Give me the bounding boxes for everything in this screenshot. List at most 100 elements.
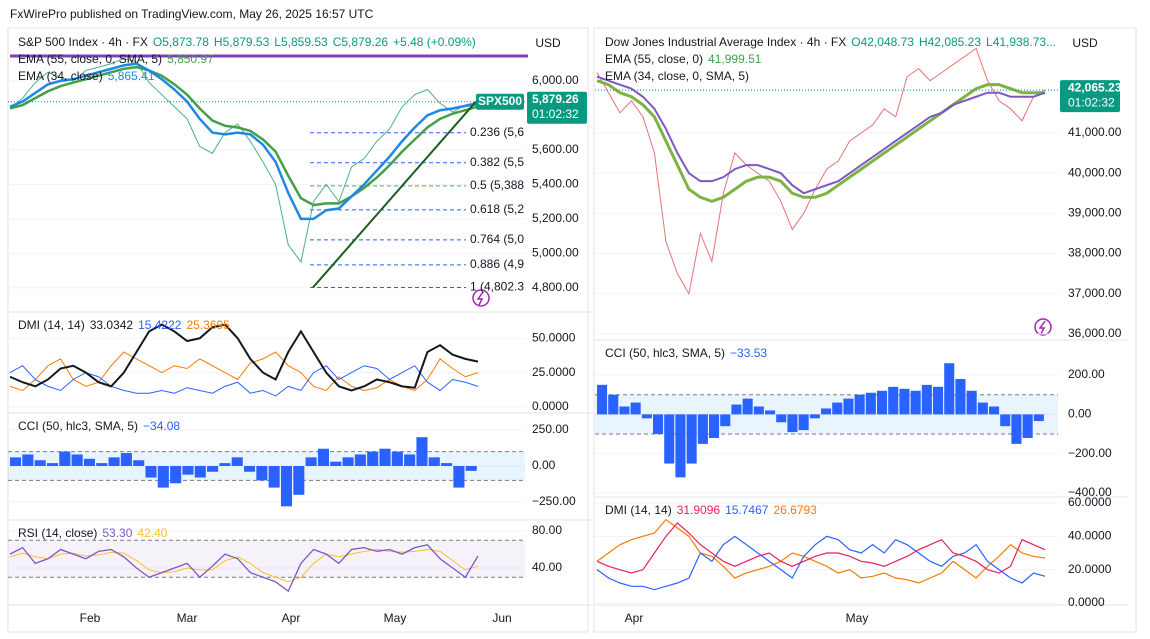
y-tick-label: −400.00: [1068, 485, 1112, 499]
histogram-bar: [379, 448, 391, 466]
legend-item: 41,999.51: [708, 52, 762, 66]
trendline: [312, 100, 477, 289]
histogram-bar: [59, 451, 71, 466]
series-line: [9, 65, 479, 207]
y-tick-label: 5,600.00: [532, 142, 579, 156]
legend-row: EMA (55, close, 0) 41,999.51: [605, 52, 762, 66]
alert-icon[interactable]: [472, 289, 490, 307]
y-tick-label: 200.00: [1068, 367, 1105, 381]
histogram-bar: [256, 465, 268, 481]
histogram-bar: [843, 398, 854, 415]
y-tick-label: 5,200.00: [532, 211, 579, 225]
histogram-bar: [83, 458, 95, 466]
legend-item: EMA (34, close): [18, 69, 103, 83]
histogram-bar: [330, 461, 342, 466]
legend-row: CCI (50, hlc3, SMA, 5) −33.53: [605, 346, 767, 360]
header: FxWirePro published on TradingView.com, …: [10, 7, 374, 21]
y-tick-label: −200.00: [1068, 446, 1112, 460]
series-line: [596, 47, 1046, 296]
histogram-bar: [133, 460, 145, 466]
y-tick-label: 80.00: [532, 523, 562, 537]
currency-button[interactable]: USD: [1072, 36, 1098, 50]
histogram-bar: [933, 386, 944, 415]
fib-label: 0.886 (4,9: [470, 257, 524, 271]
histogram-bar: [641, 414, 652, 419]
histogram-bar: [1000, 414, 1011, 427]
alert-bolt: [1038, 320, 1046, 335]
histogram-bar: [207, 465, 219, 472]
histogram-bar: [34, 460, 46, 466]
histogram-bar: [709, 414, 720, 438]
legend-item: 15.4222: [138, 318, 182, 332]
histogram-bar: [899, 388, 910, 415]
histogram-bar: [244, 465, 256, 472]
series-line: [9, 323, 479, 392]
histogram-bar: [354, 454, 366, 466]
histogram-bar: [809, 414, 820, 419]
histogram-bar: [317, 448, 329, 466]
legend-item: CCI (50, hlc3, SMA, 5): [18, 419, 138, 433]
fib-label: 0.5 (5,388: [470, 178, 524, 192]
histogram-bar: [664, 414, 675, 464]
histogram-bar: [977, 402, 988, 415]
y-tick-label: 0.0000: [1068, 595, 1105, 609]
legend-row: EMA (55, close, 0, SMA, 5) 5,850.97: [18, 52, 214, 66]
countdown-text: 01:02:32: [532, 107, 579, 121]
x-tick-label: May: [846, 611, 869, 625]
histogram-bar: [686, 414, 697, 464]
legend-item: DMI (14, 14): [18, 318, 85, 332]
histogram-bar: [465, 465, 477, 471]
histogram-bar: [391, 451, 403, 466]
y-tick-label: 38,000.00: [1068, 246, 1122, 260]
histogram-bar: [720, 414, 731, 427]
histogram-bar: [194, 465, 206, 478]
fib-label: 0.236 (5,6: [470, 125, 524, 139]
histogram-bar: [170, 465, 182, 484]
histogram-bar: [428, 457, 440, 466]
legend-item: −34.08: [143, 419, 180, 433]
legend-item: 42.40: [137, 526, 167, 540]
histogram-bar: [404, 454, 416, 466]
histogram-bar: [765, 410, 776, 415]
histogram-bar: [342, 457, 354, 466]
histogram-bar: [453, 465, 465, 488]
legend-row: EMA (34, close, 0, SMA, 5): [605, 69, 749, 83]
legend-item: L41,938.73...: [986, 35, 1056, 49]
alert-bolt: [476, 291, 484, 306]
legend-row: Dow Jones Industrial Average Index · 4h …: [605, 35, 1056, 49]
histogram-bar: [22, 454, 34, 466]
histogram-bar: [832, 402, 843, 415]
currency-button[interactable]: USD: [535, 36, 561, 50]
histogram-bar: [653, 414, 664, 435]
histogram-bar: [96, 463, 108, 466]
legend-item: EMA (55, close, 0): [605, 52, 703, 66]
alert-icon[interactable]: [1034, 318, 1052, 336]
legend-item: H5,879.53: [214, 35, 270, 49]
histogram-bar: [742, 398, 753, 415]
histogram-bar: [821, 408, 832, 415]
y-tick-label: 20.0000: [1068, 562, 1112, 576]
price-tag-text: 5,879.26: [532, 92, 579, 106]
right-frame: [593, 27, 1137, 633]
y-tick-label: 37,000.00: [1068, 286, 1122, 300]
legend-item: 15.7467: [725, 503, 769, 517]
legend-item: 31.9096: [677, 503, 721, 517]
fib-label: 0.764 (5,0: [470, 232, 524, 246]
legend-item: H42,085.23: [919, 35, 981, 49]
y-tick-label: 60.0000: [1068, 495, 1112, 509]
legend-item: −33.53: [730, 346, 767, 360]
histogram-bar: [182, 465, 194, 475]
y-tick-label: 50.0000: [532, 330, 576, 344]
legend-item: 25.3695: [186, 318, 230, 332]
histogram-bar: [280, 465, 293, 507]
histogram-bar: [753, 406, 764, 415]
histogram-bar: [865, 392, 876, 415]
histogram-bar: [10, 457, 22, 466]
legend-item: Dow Jones Industrial Average Index · 4h …: [605, 35, 846, 49]
y-tick-label: 6,000.00: [532, 73, 579, 87]
y-tick-label: 40.00: [532, 560, 562, 574]
histogram-bar: [966, 390, 977, 415]
series-line: [596, 522, 1046, 574]
fib-label: 1 (4,802.3: [470, 280, 524, 294]
histogram-bar: [989, 406, 1000, 415]
